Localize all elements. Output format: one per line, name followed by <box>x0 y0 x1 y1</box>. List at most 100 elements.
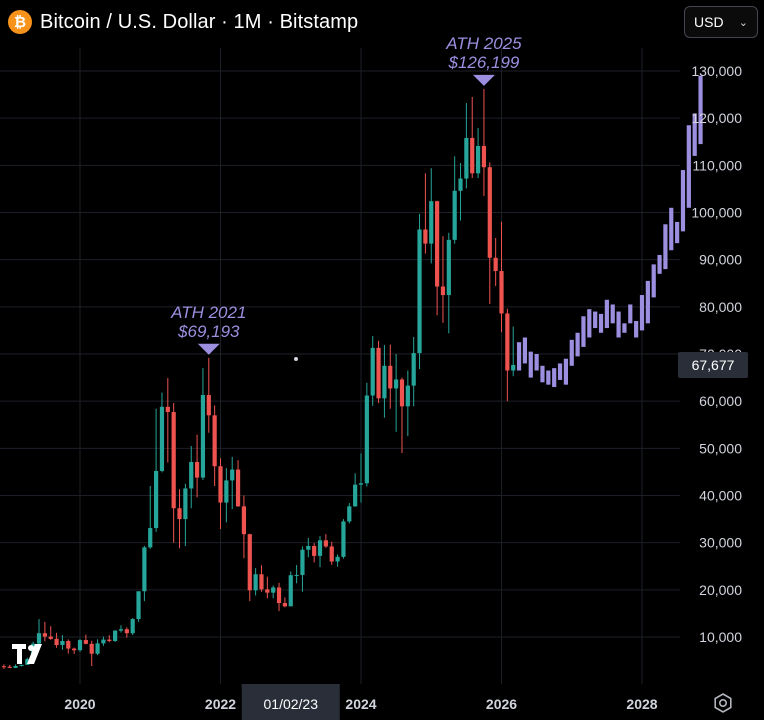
candle-body <box>329 546 334 562</box>
candle-body <box>440 286 446 296</box>
candle-body <box>370 347 375 396</box>
projection-bar <box>593 311 598 329</box>
price-tick-label: 60,000 <box>699 393 742 409</box>
candle-body <box>505 313 510 371</box>
candle-body <box>194 462 200 478</box>
projection-bar <box>569 339 574 366</box>
candle-body <box>218 466 223 503</box>
candle-body <box>271 587 276 593</box>
candle-body <box>435 201 440 287</box>
projection-bar <box>639 295 645 331</box>
time-tick-label: 2028 <box>626 696 657 712</box>
ath-title: ATH 2021 <box>170 303 246 322</box>
currency-selector[interactable]: USD ⌄ <box>684 6 758 38</box>
price-tick-label: 80,000 <box>699 299 742 315</box>
projection-bar <box>546 370 551 385</box>
candle-body <box>118 629 124 631</box>
projection-bar <box>598 313 604 333</box>
candle-body <box>411 353 416 386</box>
projection-bar <box>563 358 568 385</box>
candle-body <box>159 406 165 471</box>
candle-body <box>388 365 393 389</box>
projection-bar <box>522 337 528 364</box>
candle-body <box>171 412 176 509</box>
price-tick-label: 40,000 <box>699 488 742 504</box>
projection-bar <box>686 125 691 208</box>
candle-body <box>72 648 77 651</box>
candle-body <box>341 521 346 557</box>
price-tick-label: 120,000 <box>691 110 742 126</box>
candle-body <box>54 638 59 646</box>
candle-body <box>241 506 247 535</box>
projection-bar <box>604 299 609 329</box>
candle-body <box>89 643 94 654</box>
candle-body <box>446 239 451 296</box>
gear-icon[interactable] <box>712 692 734 714</box>
candle-body <box>475 145 481 174</box>
candle-body <box>200 395 206 478</box>
candle-body <box>25 659 30 665</box>
candle-body <box>124 629 129 634</box>
projection-bar <box>663 224 668 270</box>
candle-body <box>417 229 422 354</box>
candle-body <box>148 528 153 548</box>
price-axis[interactable]: 10,00020,00030,00040,00050,00060,00070,0… <box>678 63 748 645</box>
candle-body <box>77 640 83 651</box>
time-tick-label: 2024 <box>345 696 376 712</box>
time-axis[interactable]: 2020 2022 2024 2026 2028 01/02/23 <box>64 684 658 720</box>
time-tick-label: 2020 <box>64 696 95 712</box>
ath-marker-icon <box>197 343 220 355</box>
candle-body <box>265 589 270 593</box>
candle-body <box>429 201 434 244</box>
candle-body <box>107 639 112 642</box>
time-tick-label: 2026 <box>486 696 517 712</box>
candle-body <box>376 347 381 399</box>
candle-body <box>130 619 135 634</box>
candle-body <box>7 666 12 668</box>
tradingview-logo-icon[interactable] <box>8 638 60 668</box>
candle-body <box>83 640 88 644</box>
price-tick-label: 50,000 <box>699 440 742 456</box>
candle-body <box>499 270 504 314</box>
candle-body <box>136 591 141 620</box>
candle-body <box>294 574 299 576</box>
ath-marker-icon <box>472 74 495 86</box>
symbol-title[interactable]: Bitcoin / U.S. Dollar · 1M · Bitstamp <box>40 10 359 33</box>
projection-bar <box>628 304 633 324</box>
price-tick-label: 130,000 <box>691 63 742 79</box>
chart-grid <box>0 48 680 684</box>
candle-body <box>358 483 364 485</box>
price-tick-label: 20,000 <box>699 582 742 598</box>
projection-bar <box>581 316 586 347</box>
bitcoin-icon[interactable]: ₿ <box>8 10 32 34</box>
candle-body <box>42 633 47 637</box>
candle-body <box>282 603 287 607</box>
candle-body <box>247 534 252 591</box>
ath-title: ATH 2025 <box>445 34 522 53</box>
projection-bar <box>552 368 557 388</box>
candle-body <box>511 364 516 371</box>
projection-bar <box>528 351 533 378</box>
candle-body <box>235 469 241 507</box>
candle-body <box>212 415 217 467</box>
candle-body <box>394 379 399 389</box>
projection-series <box>516 75 703 388</box>
candle-body <box>183 488 188 520</box>
candle-body <box>312 545 317 556</box>
projection-bar <box>680 170 686 232</box>
candle-body <box>113 630 118 642</box>
price-tick-label: 100,000 <box>691 205 742 221</box>
candle-body <box>19 664 24 667</box>
candle-body <box>464 137 469 179</box>
candle-body <box>423 229 428 244</box>
price-tick-label: 10,000 <box>699 629 742 645</box>
candle-body <box>481 145 487 168</box>
candle-body <box>154 470 159 529</box>
candle-body <box>382 365 387 399</box>
time-tick-label: 2022 <box>205 696 236 712</box>
candle-body <box>165 406 170 413</box>
price-tick-label: 90,000 <box>699 252 742 268</box>
candlestick-series <box>1 88 516 670</box>
price-tick-label: 110,000 <box>692 157 742 173</box>
